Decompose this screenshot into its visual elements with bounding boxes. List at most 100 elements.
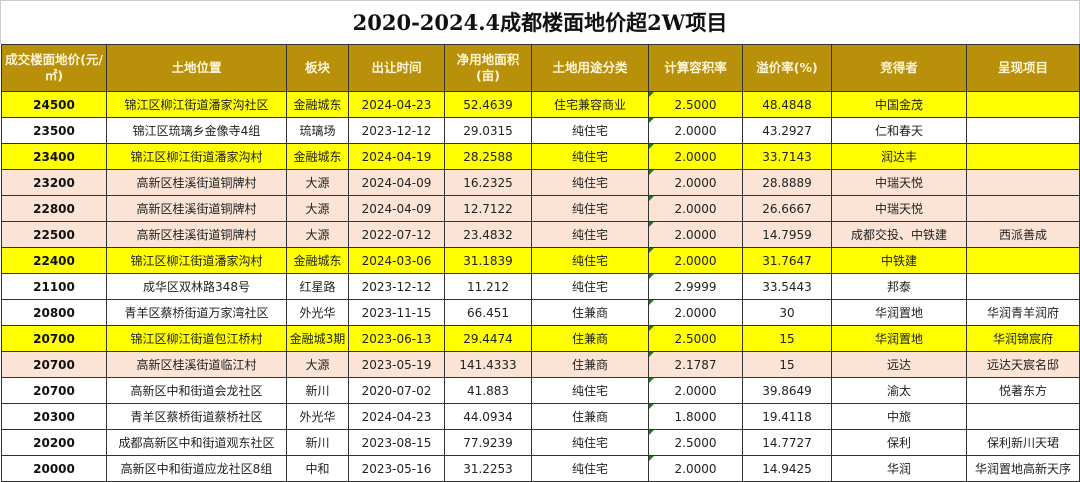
cell-plot-ratio: 1.8000 xyxy=(648,403,743,430)
cell-project: 悦著东方 xyxy=(966,377,1080,404)
cell-land-use: 住兼商 xyxy=(531,299,649,326)
cell-plot-ratio: 2.5000 xyxy=(648,429,743,456)
cell-district: 大源 xyxy=(286,221,349,248)
cell-floor-price: 20200 xyxy=(1,429,107,456)
cell-district: 琉璃场 xyxy=(286,117,349,144)
cell-project: 保利新川天珺 xyxy=(966,429,1080,456)
cell-premium-rate: 39.8649 xyxy=(742,377,832,404)
table-row: 22400 锦江区柳江街道潘家沟村 金融城东 2024-03-06 31.1839 纯住宅… xyxy=(1,247,1080,274)
cell-land-use: 纯住宅 xyxy=(531,117,649,144)
cell-winner: 中国金茂 xyxy=(831,91,967,118)
cell-transfer-date: 2023-05-16 xyxy=(348,455,445,482)
cell-transfer-date: 2024-04-09 xyxy=(348,169,445,196)
cell-land-location: 成都高新区中和街道观东社区 xyxy=(106,429,287,456)
cell-project: 远达天宸名邸 xyxy=(966,351,1080,378)
cell-floor-price: 20700 xyxy=(1,351,107,378)
cell-land-location: 高新区中和街道应龙社区8组 xyxy=(106,455,287,482)
cell-winner: 保利 xyxy=(831,429,967,456)
cell-plot-ratio: 2.0000 xyxy=(648,247,743,274)
cell-premium-rate: 30 xyxy=(742,299,832,326)
cell-net-area: 77.9239 xyxy=(444,429,532,456)
cell-land-use: 纯住宅 xyxy=(531,221,649,248)
cell-district: 金融城东 xyxy=(286,91,349,118)
cell-net-area: 52.4639 xyxy=(444,91,532,118)
cell-net-area: 11.212 xyxy=(444,273,532,300)
cell-district: 外光华 xyxy=(286,403,349,430)
cell-plot-ratio: 2.1787 xyxy=(648,351,743,378)
cell-floor-price: 22800 xyxy=(1,195,107,222)
header-project: 呈现项目 xyxy=(966,44,1080,92)
cell-transfer-date: 2024-04-23 xyxy=(348,91,445,118)
header-plot-ratio: 计算容积率 xyxy=(648,44,743,92)
cell-premium-rate: 33.5443 xyxy=(742,273,832,300)
cell-net-area: 44.0934 xyxy=(444,403,532,430)
table-row: 20300 青羊区蔡桥街道蔡桥社区 外光华 2024-04-23 44.0934 住兼商 1… xyxy=(1,403,1080,430)
cell-premium-rate: 26.6667 xyxy=(742,195,832,222)
cell-project xyxy=(966,91,1080,118)
cell-transfer-date: 2024-03-06 xyxy=(348,247,445,274)
cell-premium-rate: 48.4848 xyxy=(742,91,832,118)
cell-plot-ratio: 2.0000 xyxy=(648,143,743,170)
cell-winner: 中铁建 xyxy=(831,247,967,274)
cell-land-location: 青羊区蔡桥街道蔡桥社区 xyxy=(106,403,287,430)
cell-land-location: 高新区中和街道会龙社区 xyxy=(106,377,287,404)
table-row: 20200 成都高新区中和街道观东社区 新川 2023-08-15 77.9239 纯住宅… xyxy=(1,429,1080,456)
cell-premium-rate: 43.2927 xyxy=(742,117,832,144)
cell-winner: 中瑞天悦 xyxy=(831,195,967,222)
cell-transfer-date: 2022-07-12 xyxy=(348,221,445,248)
cell-floor-price: 22400 xyxy=(1,247,107,274)
cell-winner: 华润置地 xyxy=(831,299,967,326)
cell-premium-rate: 15 xyxy=(742,351,832,378)
cell-premium-rate: 19.4118 xyxy=(742,403,832,430)
cell-project: 华润锦宸府 xyxy=(966,325,1080,352)
cell-plot-ratio: 2.5000 xyxy=(648,91,743,118)
table-row: 20700 锦江区柳江街道包江桥村 金融城3期 2023-06-13 29.4474 住兼… xyxy=(1,325,1080,352)
cell-plot-ratio: 2.9999 xyxy=(648,273,743,300)
cell-plot-ratio: 2.0000 xyxy=(648,455,743,482)
cell-transfer-date: 2024-04-09 xyxy=(348,195,445,222)
cell-plot-ratio: 2.5000 xyxy=(648,325,743,352)
table-row: 20700 高新区桂溪街道临江村 大源 2023-05-19 141.4333 住兼商 2.… xyxy=(1,351,1080,378)
cell-project xyxy=(966,143,1080,170)
cell-plot-ratio: 2.0000 xyxy=(648,169,743,196)
cell-land-location: 高新区桂溪街道铜牌村 xyxy=(106,221,287,248)
cell-floor-price: 20300 xyxy=(1,403,107,430)
table-row: 23200 高新区桂溪街道铜牌村 大源 2024-04-09 16.2325 纯住宅 2.0… xyxy=(1,169,1080,196)
header-transfer-date: 出让时间 xyxy=(348,44,445,92)
cell-district: 金融城3期 xyxy=(286,325,349,352)
cell-net-area: 31.1839 xyxy=(444,247,532,274)
cell-district: 大源 xyxy=(286,351,349,378)
cell-land-location: 高新区桂溪街道铜牌村 xyxy=(106,195,287,222)
cell-plot-ratio: 2.0000 xyxy=(648,299,743,326)
cell-district: 外光华 xyxy=(286,299,349,326)
cell-project xyxy=(966,247,1080,274)
cell-net-area: 31.2253 xyxy=(444,455,532,482)
table-row: 22500 高新区桂溪街道铜牌村 大源 2022-07-12 23.4832 纯住宅 2.0… xyxy=(1,221,1080,248)
cell-floor-price: 20000 xyxy=(1,455,107,482)
cell-plot-ratio: 2.0000 xyxy=(648,221,743,248)
cell-winner: 中瑞天悦 xyxy=(831,169,967,196)
cell-district: 中和 xyxy=(286,455,349,482)
cell-land-use: 住兼商 xyxy=(531,403,649,430)
table-row: 23400 锦江区柳江街道潘家沟村 金融城东 2024-04-19 28.2588 纯住宅… xyxy=(1,143,1080,170)
cell-winner: 华润 xyxy=(831,455,967,482)
cell-net-area: 29.4474 xyxy=(444,325,532,352)
cell-project xyxy=(966,195,1080,222)
cell-land-location: 锦江区柳江街道潘家沟村 xyxy=(106,247,287,274)
cell-winner: 邦泰 xyxy=(831,273,967,300)
cell-premium-rate: 14.7959 xyxy=(742,221,832,248)
cell-net-area: 23.4832 xyxy=(444,221,532,248)
table-row: 20800 青羊区蔡桥街道万家湾社区 外光华 2023-11-15 66.451 住兼商 2… xyxy=(1,299,1080,326)
cell-transfer-date: 2023-12-12 xyxy=(348,117,445,144)
cell-district: 金融城东 xyxy=(286,143,349,170)
cell-transfer-date: 2023-12-12 xyxy=(348,273,445,300)
cell-land-use: 住宅兼容商业 xyxy=(531,91,649,118)
cell-transfer-date: 2023-08-15 xyxy=(348,429,445,456)
cell-project xyxy=(966,169,1080,196)
cell-land-use: 纯住宅 xyxy=(531,143,649,170)
cell-land-location: 锦江区柳江街道包江桥村 xyxy=(106,325,287,352)
cell-floor-price: 20700 xyxy=(1,325,107,352)
cell-transfer-date: 2024-04-23 xyxy=(348,403,445,430)
cell-district: 新川 xyxy=(286,429,349,456)
cell-project xyxy=(966,273,1080,300)
